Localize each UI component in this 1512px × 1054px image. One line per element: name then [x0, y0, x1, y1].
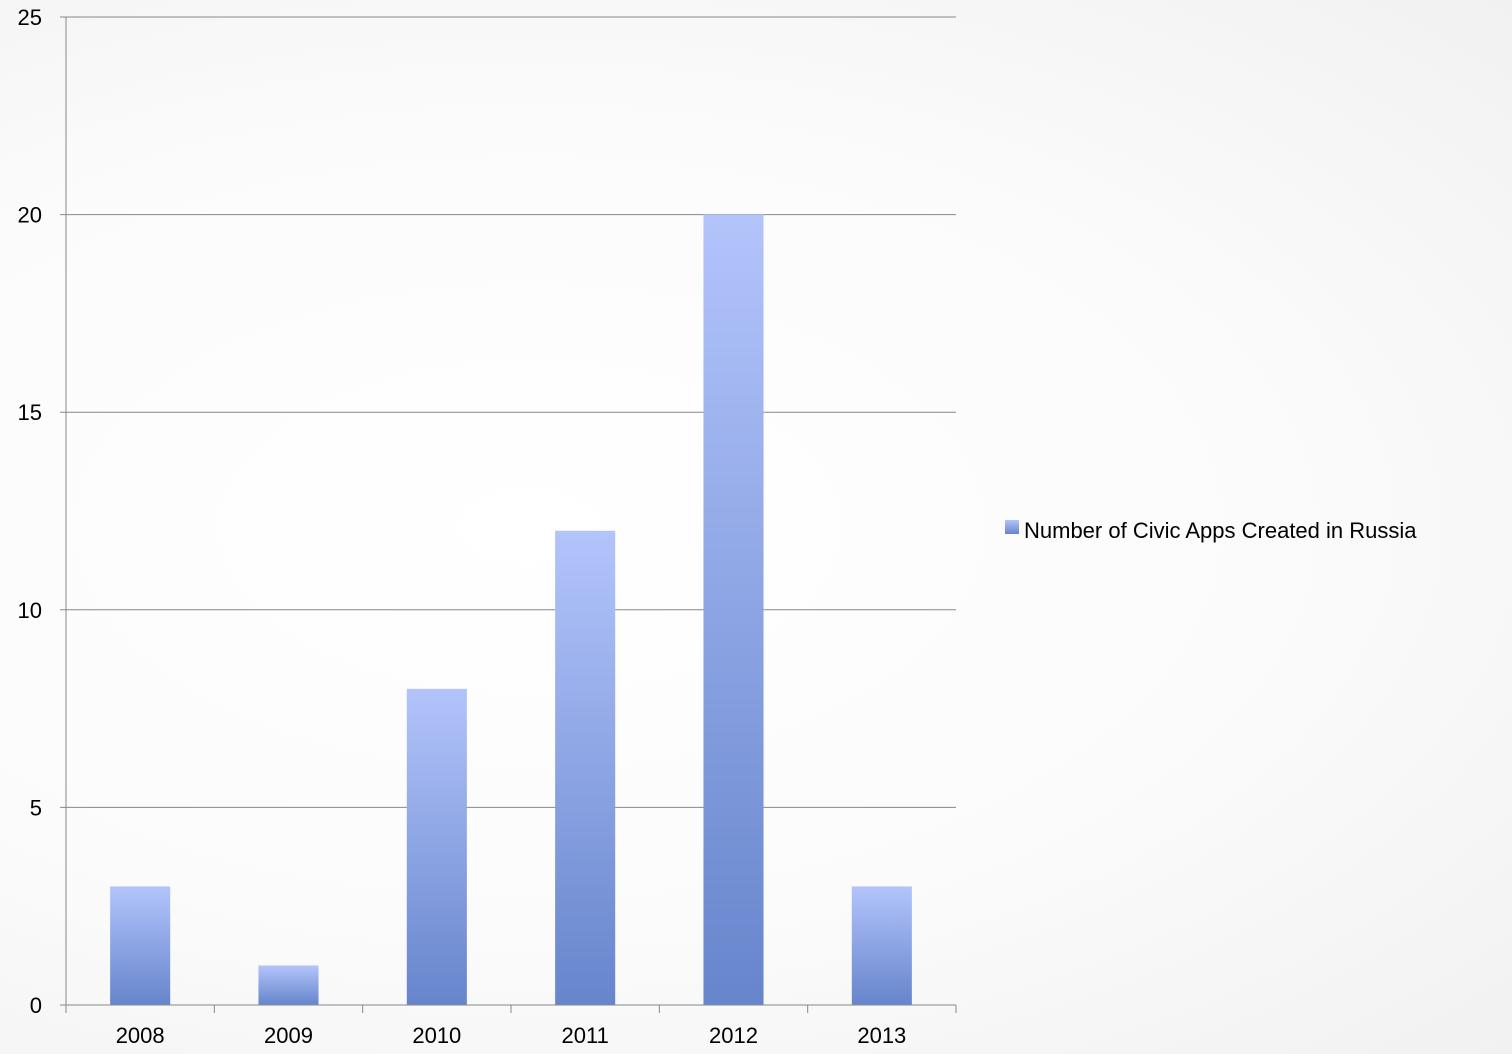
- bar-2013: [851, 886, 912, 1005]
- bar-2009: [258, 965, 319, 1005]
- x-tick-labels: 2008 2009 2010 2011 2012 2013: [116, 1023, 907, 1048]
- x-tick-label: 2009: [264, 1023, 313, 1048]
- gridlines: [60, 16, 956, 808]
- y-tick-label: 5: [30, 795, 42, 820]
- y-tick-label: 0: [30, 993, 42, 1018]
- bar-2012: [703, 214, 764, 1006]
- bar-2011: [555, 530, 616, 1005]
- y-tick-labels: 0 5 10 15 20 25: [18, 5, 42, 1018]
- x-tick-label: 2008: [116, 1023, 165, 1048]
- bar-2010: [406, 688, 467, 1005]
- bar-2008: [110, 886, 171, 1005]
- y-tick-label: 15: [18, 400, 42, 425]
- x-tick-label: 2010: [412, 1023, 461, 1048]
- x-tick-label: 2013: [857, 1023, 906, 1048]
- legend-label: Number of Civic Apps Created in Russia: [1024, 518, 1417, 543]
- x-tick-label: 2011: [562, 1023, 609, 1048]
- y-tick-label: 20: [18, 203, 42, 228]
- y-tick-label: 25: [18, 5, 42, 30]
- x-tick-label: 2012: [709, 1023, 758, 1048]
- axes: [60, 17, 957, 1013]
- y-tick-label: 10: [18, 598, 42, 623]
- legend-swatch: [1005, 520, 1019, 534]
- bars: [110, 214, 912, 1006]
- legend: Number of Civic Apps Created in Russia: [1005, 518, 1417, 543]
